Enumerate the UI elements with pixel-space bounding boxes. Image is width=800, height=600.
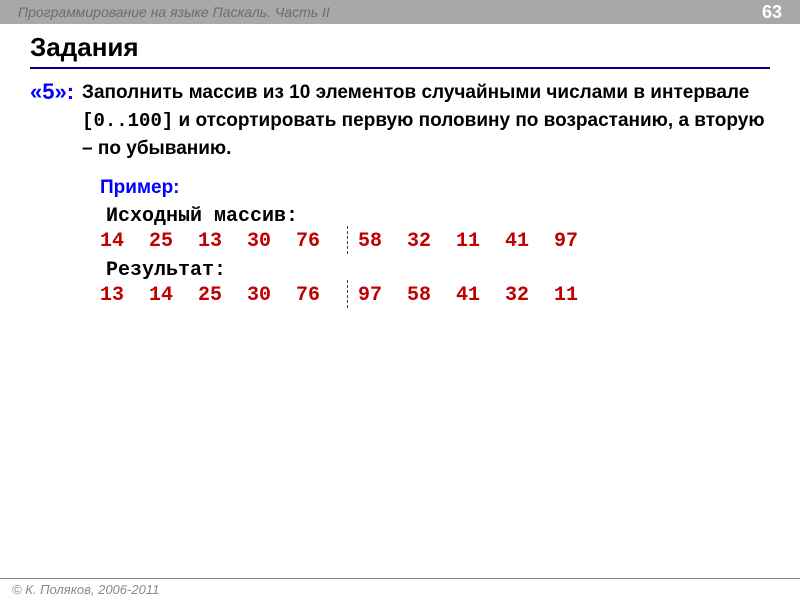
page-number: 63: [756, 2, 788, 23]
num: 97: [358, 284, 407, 307]
task-text-p1: Заполнить массив из 10 элементов случайн…: [82, 82, 749, 103]
num: 58: [407, 284, 456, 307]
num: 13: [198, 230, 247, 253]
section-title: Задания: [30, 32, 770, 69]
num: 11: [456, 230, 505, 253]
num: 41: [456, 284, 505, 307]
num: 13: [100, 284, 149, 307]
num: 41: [505, 230, 554, 253]
num: 25: [149, 230, 198, 253]
vertical-separator: [347, 280, 348, 308]
result-second-half: 97 58 41 32 11: [358, 284, 603, 307]
result-label: Результат:: [106, 259, 770, 282]
grade-label: «5»:: [30, 79, 74, 105]
source-label: Исходный массив:: [106, 205, 770, 228]
num: 14: [149, 284, 198, 307]
num: 30: [247, 284, 296, 307]
footer: © К. Поляков, 2006-2011: [0, 578, 800, 600]
result-first-half: 13 14 25 30 76: [100, 284, 345, 307]
num: 32: [505, 284, 554, 307]
header-bar: Программирование на языке Паскаль. Часть…: [0, 0, 800, 24]
task-range: [0..100]: [82, 110, 173, 132]
num: 14: [100, 230, 149, 253]
num: 25: [198, 284, 247, 307]
source-first-half: 14 25 13 30 76: [100, 230, 345, 253]
source-array-row: 14 25 13 30 76 58 32 11 41 97: [100, 230, 770, 253]
task-text-p2: и отсортировать первую половину по возра…: [82, 110, 765, 160]
num: 76: [296, 230, 345, 253]
task-text: Заполнить массив из 10 элементов случайн…: [82, 79, 770, 163]
num: 76: [296, 284, 345, 307]
num: 32: [407, 230, 456, 253]
num: 30: [247, 230, 296, 253]
content-area: Задания «5»: Заполнить массив из 10 элем…: [0, 24, 800, 307]
source-second-half: 58 32 11 41 97: [358, 230, 603, 253]
vertical-separator: [347, 226, 348, 254]
num: 58: [358, 230, 407, 253]
task-row: «5»: Заполнить массив из 10 элементов сл…: [30, 79, 770, 163]
num: 97: [554, 230, 603, 253]
num: 11: [554, 284, 603, 307]
result-array-row: 13 14 25 30 76 97 58 41 32 11: [100, 284, 770, 307]
example-label: Пример:: [100, 177, 770, 199]
header-title: Программирование на языке Паскаль. Часть…: [18, 4, 330, 20]
example-block: Пример: Исходный массив: 14 25 13 30 76 …: [100, 177, 770, 307]
